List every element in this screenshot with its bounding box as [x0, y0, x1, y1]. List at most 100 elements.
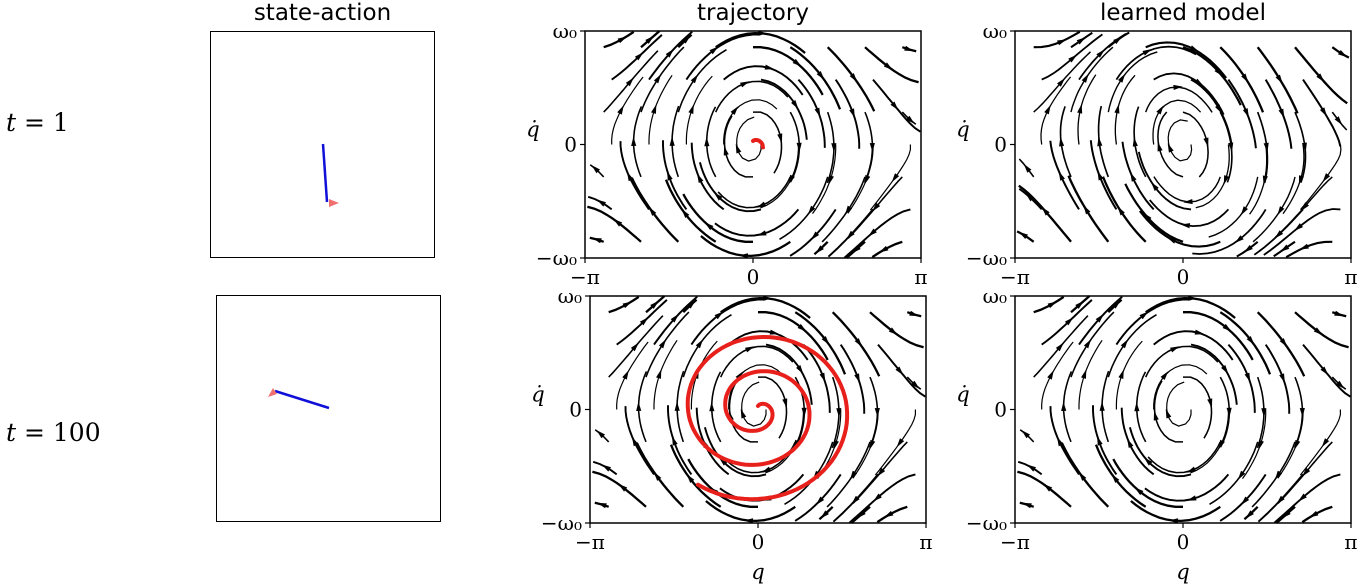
stream-arrow-icon	[658, 339, 667, 349]
streamline	[789, 46, 842, 110]
x-tick-label: 0	[1177, 530, 1190, 554]
stream-arrow-icon	[1118, 369, 1124, 379]
stream-arrow-icon	[682, 35, 691, 44]
stream-arrow-icon	[740, 81, 750, 88]
stream-arrow-icon	[854, 373, 860, 384]
stream-arrow-icon	[792, 58, 802, 67]
streamline	[592, 470, 647, 508]
stream-arrow-icon	[1242, 108, 1249, 118]
stream-arrow-icon	[1095, 313, 1104, 323]
stream-arrow-icon	[1132, 137, 1138, 147]
stream-arrow-icon	[1215, 104, 1223, 114]
streamline	[794, 473, 842, 522]
stream-arrow-icon	[877, 467, 886, 477]
y-tick-label: ω₀	[558, 284, 582, 308]
stream-arrow-icon	[1261, 408, 1267, 418]
stream-arrow-icon	[1299, 243, 1309, 250]
stream-arrow-icon	[648, 206, 657, 216]
stream-arrow-icon	[1044, 104, 1051, 115]
row-label-eq: =	[24, 108, 45, 137]
stream-arrow-icon	[1277, 206, 1285, 216]
stream-arrow-icon	[618, 483, 628, 492]
streamline	[1256, 311, 1306, 377]
learned-model-plot-t100: −π 0 π ω₀ 0 −ω₀ q̇ q	[956, 284, 1357, 584]
stream-arrow-icon	[796, 364, 804, 375]
stream-arrow-icon	[1059, 136, 1065, 147]
streamline	[821, 176, 866, 243]
stream-arrow-icon	[1055, 342, 1064, 352]
stream-arrow-icon	[1221, 364, 1229, 375]
stream-arrow-icon	[1173, 84, 1183, 90]
y-tick-label: ω₀	[553, 19, 577, 43]
stream-arrow-icon	[1302, 467, 1311, 477]
stream-arrow-icon	[1076, 37, 1086, 45]
stream-arrow-icon	[1186, 495, 1197, 501]
column-title-state-action: state-action	[253, 0, 392, 26]
stream-arrow-icon	[1319, 107, 1327, 117]
streamline	[723, 99, 778, 145]
stream-arrow-icon	[1022, 502, 1032, 509]
stream-arrow-icon	[1240, 496, 1250, 505]
streamline	[1153, 72, 1225, 116]
stream-arrow-icon	[1170, 346, 1180, 353]
stream-arrow-icon	[833, 440, 839, 450]
stream-arrow-icon	[1298, 493, 1307, 502]
stream-arrow-icon	[709, 401, 715, 412]
stream-arrow-icon	[745, 346, 755, 353]
stream-arrow-icon	[656, 369, 662, 379]
y-tick-label: 0	[994, 398, 1007, 422]
stream-arrow-icon	[1127, 438, 1134, 448]
streamline	[698, 162, 762, 213]
stream-arrow-icon	[796, 142, 802, 153]
stream-arrow-icon	[801, 407, 807, 418]
stream-arrow-icon	[1160, 371, 1169, 381]
stream-arrow-icon	[1018, 231, 1029, 240]
streamline	[1302, 79, 1342, 147]
stream-arrow-icon	[738, 253, 749, 259]
state-action-panel-t100	[216, 295, 441, 522]
stream-arrow-icon	[1058, 171, 1065, 181]
stream-arrow-icon	[1081, 73, 1089, 83]
stream-arrow-icon	[1226, 407, 1232, 418]
y-tick-label: −ω₀	[966, 246, 1007, 270]
streamline	[1101, 176, 1147, 243]
stream-arrow-icon	[1228, 142, 1234, 152]
stream-arrow-icon	[669, 136, 675, 146]
stream-arrow-icon	[1194, 329, 1205, 335]
row-label-num: 1	[52, 108, 69, 137]
stream-arrow-icon	[868, 228, 877, 237]
stream-arrow-icon	[672, 436, 678, 446]
streamline	[1128, 427, 1192, 478]
streamline	[1192, 208, 1267, 255]
stream-arrow-icon	[1337, 49, 1348, 58]
streamline	[1041, 341, 1074, 410]
streamline	[715, 31, 806, 54]
stream-arrow-icon	[631, 136, 637, 146]
streamline	[1264, 344, 1291, 414]
streamline	[648, 74, 673, 145]
row-label-eq: =	[24, 418, 45, 447]
streamline	[1149, 199, 1230, 227]
streamline	[869, 144, 911, 211]
stream-arrow-icon	[1186, 466, 1196, 473]
stream-arrow-icon	[820, 510, 829, 519]
pendulum-rod	[321, 143, 329, 203]
streamline	[1251, 441, 1296, 508]
row-label-t1: t = 1	[6, 108, 69, 137]
column-title-learned-model: learned model	[1100, 0, 1266, 26]
streamline	[714, 208, 800, 237]
stream-arrow-icon	[884, 510, 894, 518]
stream-arrow-icon	[910, 380, 920, 389]
trajectory-path	[685, 335, 850, 502]
x-tick-label: −π	[1000, 265, 1030, 289]
streamline	[1070, 311, 1115, 378]
streamline	[834, 79, 861, 149]
y-tick-label: ω₀	[983, 284, 1007, 308]
x-tick-label: 0	[1177, 265, 1190, 289]
stream-arrow-icon	[704, 222, 714, 231]
stream-arrow-icon	[782, 398, 788, 409]
stream-arrow-icon	[709, 46, 719, 55]
column-title-trajectory: trajectory	[697, 0, 809, 26]
streamline	[1219, 473, 1267, 522]
streamline	[1017, 470, 1072, 508]
